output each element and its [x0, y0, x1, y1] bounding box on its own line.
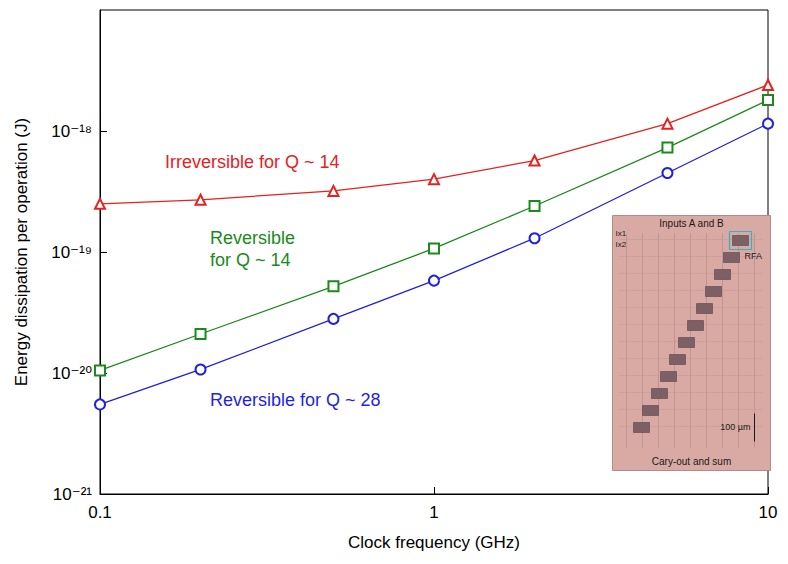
- svg-text:10⁻²¹: 10⁻²¹: [53, 485, 93, 504]
- svg-text:10: 10: [759, 503, 778, 522]
- svg-text:Irreversible for Q ~ 14: Irreversible for Q ~ 14: [165, 152, 340, 172]
- svg-text:10⁻²⁰: 10⁻²⁰: [52, 364, 93, 383]
- svg-text:Ix1: Ix1: [616, 229, 627, 238]
- svg-text:Ix2: Ix2: [616, 240, 627, 249]
- svg-text:RFA: RFA: [745, 251, 763, 261]
- svg-text:Reversible: Reversible: [210, 228, 295, 248]
- svg-text:Cary-out and sum: Cary-out and sum: [652, 456, 731, 467]
- svg-text:Reversible for Q ~ 28: Reversible for Q ~ 28: [210, 390, 381, 410]
- svg-text:10⁻¹⁹: 10⁻¹⁹: [51, 243, 92, 262]
- svg-text:0.1: 0.1: [88, 503, 112, 522]
- svg-text:Clock frequency (GHz): Clock frequency (GHz): [348, 533, 520, 552]
- svg-text:100 µm: 100 µm: [720, 422, 750, 432]
- svg-text:for Q ~ 14: for Q ~ 14: [210, 250, 291, 270]
- svg-text:10⁻¹⁸: 10⁻¹⁸: [51, 122, 92, 141]
- svg-text:Energy dissipation per operati: Energy dissipation per operation (J): [12, 118, 31, 386]
- svg-text:Inputs A and B: Inputs A and B: [659, 218, 724, 229]
- svg-text:1: 1: [429, 503, 438, 522]
